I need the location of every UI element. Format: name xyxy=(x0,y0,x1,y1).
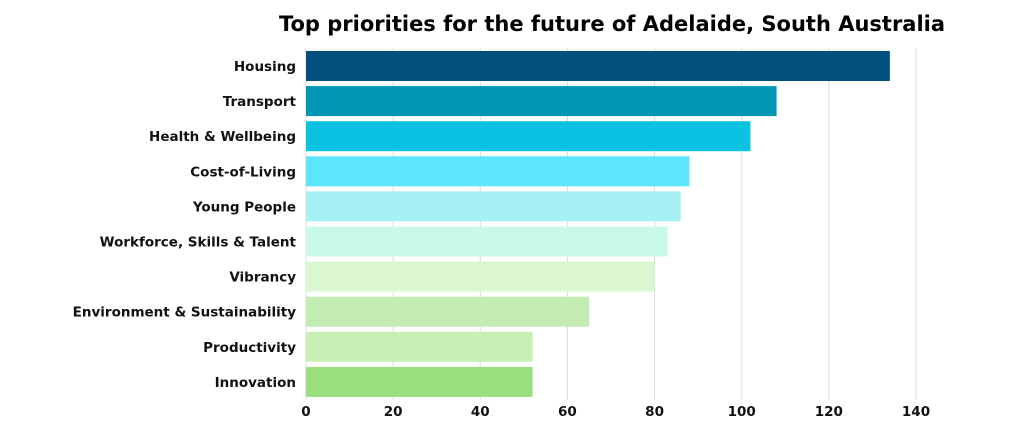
bar xyxy=(306,121,751,152)
x-tick-label: 60 xyxy=(558,404,577,420)
x-tick-label: 120 xyxy=(815,404,843,420)
x-tick-label: 80 xyxy=(645,404,664,420)
category-label: Transport xyxy=(223,94,297,110)
x-tick-label: 0 xyxy=(301,404,310,420)
x-tick-label: 100 xyxy=(728,404,756,420)
bar xyxy=(306,226,668,257)
x-axis-tick-labels: 0 20 40 60 80 100 120 140 xyxy=(301,404,930,420)
bar xyxy=(306,296,590,327)
chart-title: Top priorities for the future of Adelaid… xyxy=(279,12,945,36)
bar xyxy=(306,366,533,397)
category-label: Housing xyxy=(234,59,296,75)
bar xyxy=(306,86,777,117)
bar xyxy=(306,191,681,222)
x-tick-label: 20 xyxy=(384,404,403,420)
bar xyxy=(306,331,533,362)
bar xyxy=(306,156,690,187)
bar xyxy=(306,261,655,292)
category-label: Environment & Sustainability xyxy=(73,305,297,321)
category-label: Cost-of-Living xyxy=(190,164,296,180)
category-labels: Housing Transport Health & Wellbeing Cost-o… xyxy=(73,59,297,391)
bars xyxy=(306,51,890,397)
category-label: Productivity xyxy=(203,340,296,356)
category-label: Health & Wellbeing xyxy=(149,129,296,145)
x-tick-label: 40 xyxy=(471,404,490,420)
category-label: Vibrancy xyxy=(229,270,296,286)
x-tick-label: 140 xyxy=(902,404,930,420)
category-label: Young People xyxy=(192,199,296,215)
bar xyxy=(306,51,890,81)
category-label: Workforce, Skills & Talent xyxy=(100,235,297,251)
category-label: Innovation xyxy=(215,375,296,391)
